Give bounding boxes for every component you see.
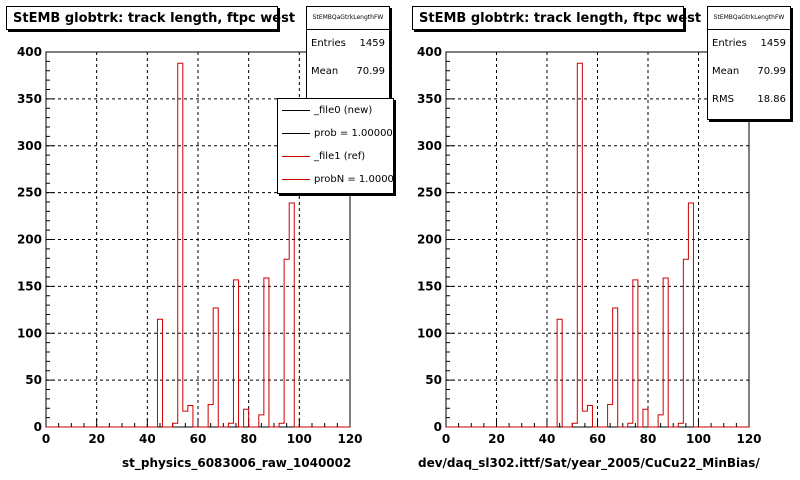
stats-mean-value: 70.99 — [356, 66, 385, 77]
legend-entry-label: _file1 (ref) — [314, 151, 366, 162]
stats-row-entries: Entries 1459 — [307, 30, 389, 58]
y-tick-label: 300 — [17, 139, 42, 153]
y-tick-label: 0 — [434, 420, 442, 434]
legend-line-swatch — [282, 133, 310, 134]
histogram-pad-right: 0 20 40 60 80 100 120 0 50 100 150 200 250 300 350 400 … — [400, 0, 800, 480]
stats-entries-label: Entries — [311, 38, 346, 49]
y-tick-label: 50 — [425, 373, 442, 387]
legend-entry-label: _file0 (new) — [314, 105, 373, 116]
x-tick-label: 40 — [539, 432, 556, 446]
x-tick-label: 80 — [640, 432, 657, 446]
stats-entries-value: 1459 — [760, 38, 786, 49]
y-tick-label: 0 — [34, 420, 42, 434]
x-axis-label: st_physics_6083006_raw_1040002 — [122, 456, 352, 470]
y-tick-label: 400 — [417, 45, 442, 59]
histogram-title: StEMB globtrk: track length, ftpc west — [412, 6, 701, 30]
stats-entries-label: Entries — [712, 38, 747, 49]
stats-box: StEMBQaGtrkLengthFW Entries 1459 Mean 70… — [707, 6, 791, 120]
y-tick-label: 150 — [417, 279, 442, 293]
stats-mean-label: Mean — [712, 66, 740, 77]
x-axis-label: dev/daq_sl302.ittf/Sat/year_2005/CuCu22_… — [418, 456, 760, 470]
x-tick-label: 60 — [190, 432, 207, 446]
stats-rms-value: 18.86 — [757, 94, 786, 105]
x-tick-label: 0 — [42, 432, 50, 446]
legend-entry: _file1 (ref) — [278, 145, 393, 168]
stats-entries-value: 1459 — [359, 38, 385, 49]
y-tick-label: 400 — [17, 45, 42, 59]
y-tick-label: 250 — [17, 186, 42, 200]
legend: _file0 (new) prob = 1.000000 _file1 (ref… — [277, 98, 394, 194]
stats-histogram-name: StEMBQaGtrkLengthFW — [708, 7, 790, 30]
x-tick-label: 100 — [686, 432, 711, 446]
x-tick-label: 120 — [337, 432, 362, 446]
x-tick-label: 0 — [442, 432, 450, 446]
legend-entry-label: probN = 1.000000 — [314, 174, 394, 185]
y-tick-label: 50 — [25, 373, 42, 387]
y-tick-label: 300 — [417, 139, 442, 153]
histogram-title: StEMB globtrk: track length, ftpc west — [6, 6, 295, 30]
stats-rms-label: RMS — [712, 94, 734, 105]
legend-line-swatch — [282, 179, 310, 180]
stats-mean-label: Mean — [311, 66, 339, 77]
y-tick-label: 100 — [17, 326, 42, 340]
legend-entry-label: prob = 1.000000 — [314, 128, 394, 139]
stats-histogram-name: StEMBQaGtrkLengthFW — [307, 7, 389, 30]
x-tick-label: 60 — [589, 432, 606, 446]
x-tick-label: 40 — [139, 432, 156, 446]
y-tick-label: 100 — [417, 326, 442, 340]
stats-mean-value: 70.99 — [757, 66, 786, 77]
stats-row-mean: Mean 70.99 — [708, 58, 790, 86]
stats-row-entries: Entries 1459 — [708, 30, 790, 58]
y-tick-label: 250 — [417, 186, 442, 200]
y-tick-label: 200 — [17, 233, 42, 247]
y-tick-label: 200 — [417, 233, 442, 247]
legend-entry: _file0 (new) — [278, 99, 393, 122]
legend-line-swatch — [282, 110, 310, 111]
legend-entry: probN = 1.000000 — [278, 168, 393, 191]
x-tick-label: 20 — [88, 432, 105, 446]
histogram-pad-left: 0 20 40 60 80 100 120 0 50 100 150 200 250 300 350 400 … — [6, 6, 394, 470]
x-tick-label: 100 — [287, 432, 312, 446]
legend-entry: prob = 1.000000 — [278, 122, 393, 145]
histogram-line — [446, 62, 749, 428]
y-tick-label: 350 — [417, 92, 442, 106]
x-tick-label: 80 — [240, 432, 257, 446]
x-tick-label: 120 — [736, 432, 761, 446]
y-tick-label: 350 — [17, 92, 42, 106]
stats-row-mean: Mean 70.99 — [307, 58, 389, 86]
histogram-plot: 0 20 40 60 80 100 120 0 50 100 150 200 250 300 350 400 — [417, 45, 762, 446]
y-tick-label: 150 — [17, 279, 42, 293]
stats-row-rms: RMS 18.86 — [708, 86, 790, 114]
x-tick-label: 20 — [488, 432, 505, 446]
legend-line-swatch — [282, 156, 310, 157]
histogram-line — [46, 62, 350, 428]
